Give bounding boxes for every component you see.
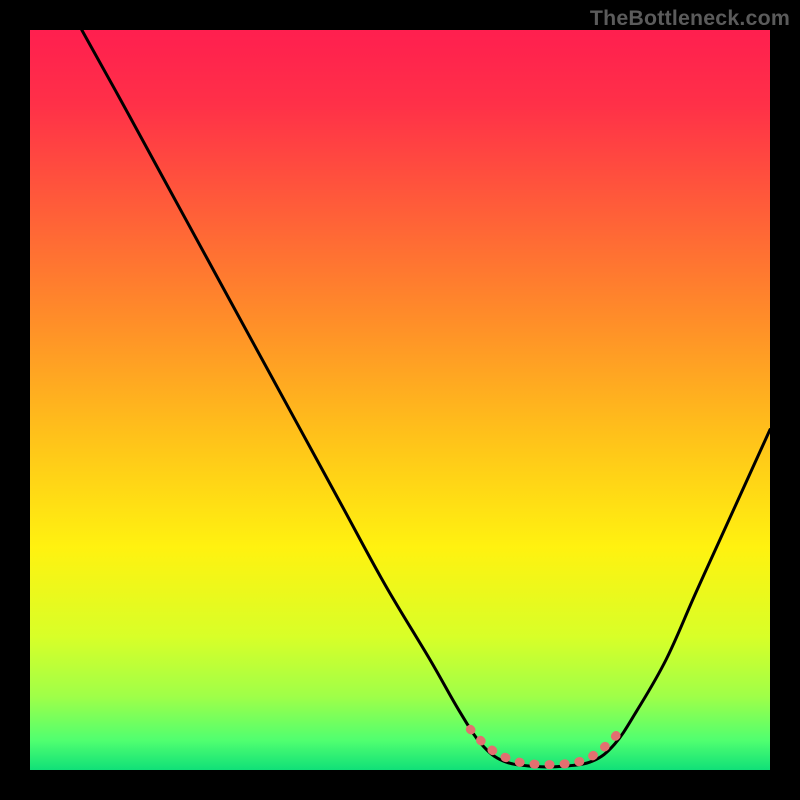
highlight-markers (470, 729, 622, 764)
watermark-text: TheBottleneck.com (590, 6, 790, 31)
chart-container: TheBottleneck.com (0, 0, 800, 800)
highlight-layer (30, 30, 770, 770)
plot-area (30, 30, 770, 770)
